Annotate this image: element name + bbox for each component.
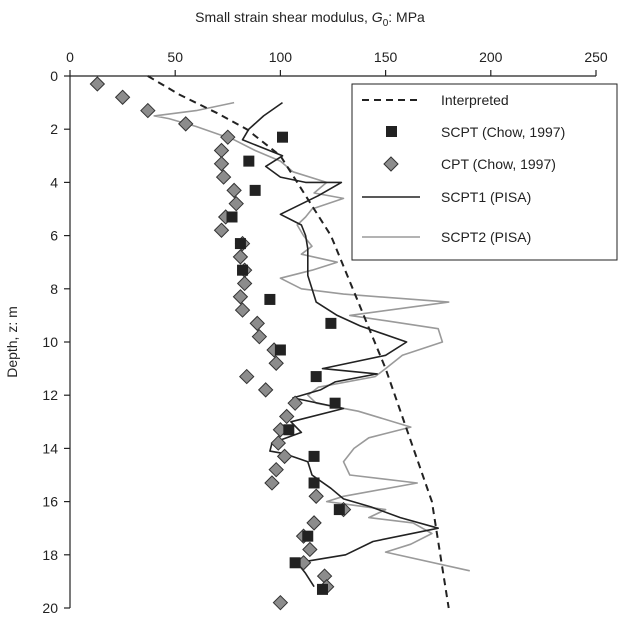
x-tick-label: 100: [269, 49, 293, 65]
series-scpt2-pisa: [153, 101, 470, 572]
square-marker: [316, 583, 328, 595]
square-marker: [274, 344, 286, 356]
legend: Interpreted SCPT (Chow, 1997) CPT (Chow,…: [351, 83, 618, 261]
y-tick-label: 8: [50, 281, 58, 297]
diamond-marker: [89, 76, 106, 92]
diamond-marker: [232, 249, 249, 265]
y-axis-title: Depth, z: m: [4, 306, 20, 378]
diamond-marker: [268, 461, 284, 478]
x-axis-title: Small strain shear modulus, G0: MPa: [195, 9, 425, 29]
series-line: [241, 101, 440, 588]
diamond-marker: [302, 541, 318, 558]
x-tick-label: 150: [374, 49, 398, 65]
diamond-marker: [308, 488, 324, 504]
diamond-marker: [213, 156, 230, 172]
square-marker: [308, 450, 320, 462]
legend-label: SCPT2 (PISA): [441, 229, 531, 245]
diamond-marker: [257, 382, 274, 398]
legend-label: CPT (Chow, 1997): [441, 156, 556, 172]
legend-item-scpt2-pisa: SCPT2 (PISA): [362, 229, 531, 245]
x-tick-label: 0: [66, 49, 74, 65]
x-tick-label: 250: [584, 49, 608, 65]
x-tick-label: 200: [479, 49, 503, 65]
square-marker: [329, 397, 341, 409]
diamond-marker: [215, 169, 232, 185]
series-scpt-chow-1997: [226, 131, 345, 595]
diamond-marker: [228, 195, 244, 212]
square-marker: [302, 530, 314, 542]
y-tick-label: 0: [50, 68, 58, 84]
diamond-marker: [276, 448, 293, 465]
x-axis-ticks: 0 50 100 150 200 250: [66, 49, 608, 76]
diamond-marker: [232, 289, 249, 305]
square-marker: [249, 184, 261, 196]
legend-label: SCPT1 (PISA): [441, 189, 531, 205]
diamond-marker: [306, 515, 322, 531]
diamond-marker: [264, 475, 280, 491]
square-marker: [243, 155, 255, 167]
square-marker: [264, 293, 276, 305]
square-marker: [283, 424, 295, 436]
diamond-marker: [251, 328, 268, 345]
diamond-marker: [236, 275, 253, 292]
square-marker: [226, 211, 238, 223]
diamond-marker: [316, 568, 333, 584]
series-line: [147, 75, 450, 609]
diamond-marker: [268, 355, 284, 371]
plot-area: [89, 75, 470, 611]
y-tick-label: 6: [50, 228, 58, 244]
legend-box: [351, 83, 618, 261]
diamond-marker: [140, 102, 156, 119]
x-tick-label: 50: [167, 49, 183, 65]
diamond-marker: [249, 315, 265, 332]
diamond-marker: [287, 395, 303, 411]
legend-item-scpt1-pisa: SCPT1 (PISA): [362, 189, 531, 205]
square-marker: [308, 477, 320, 489]
square-marker: [325, 317, 337, 329]
y-tick-label: 14: [42, 440, 58, 456]
legend-item-scpt-chow: SCPT (Chow, 1997): [386, 124, 565, 140]
diamond-marker: [239, 368, 255, 385]
legend-label: SCPT (Chow, 1997): [441, 124, 565, 140]
square-marker: [234, 238, 246, 250]
y-axis-ticks: 0 2 4 6 8 10 12 14 16 18 20: [42, 68, 70, 616]
legend-label: Interpreted: [441, 92, 509, 108]
series-interpreted: [147, 75, 450, 609]
diamond-marker: [213, 142, 230, 159]
legend-swatch-square-marker: [386, 126, 397, 137]
square-marker: [333, 504, 345, 516]
y-tick-label: 18: [42, 547, 58, 563]
square-marker: [237, 264, 249, 276]
series-cpt-chow-1997: [89, 76, 352, 611]
series-line: [153, 101, 470, 572]
square-marker: [289, 557, 301, 569]
legend-item-cpt-chow: CPT (Chow, 1997): [383, 156, 556, 172]
diamond-marker: [114, 89, 131, 105]
diamond-marker: [234, 302, 251, 318]
diamond-marker: [272, 594, 289, 611]
y-tick-label: 16: [42, 494, 58, 510]
diamond-marker: [270, 435, 287, 451]
y-tick-label: 10: [42, 334, 58, 350]
diamond-marker: [226, 182, 242, 199]
diamond-marker: [178, 116, 194, 132]
square-marker: [310, 371, 322, 383]
diamond-marker: [213, 222, 230, 238]
legend-swatch-diamond-marker: [383, 156, 399, 172]
diamond-marker: [279, 408, 295, 425]
legend-item-interpreted: Interpreted: [362, 92, 509, 108]
y-tick-label: 2: [50, 121, 58, 137]
y-tick-label: 12: [42, 387, 58, 403]
diamond-marker: [220, 129, 236, 145]
square-marker: [277, 131, 289, 143]
y-tick-label: 20: [42, 600, 58, 616]
series-scpt1-pisa: [241, 101, 440, 588]
y-tick-label: 4: [50, 174, 58, 190]
